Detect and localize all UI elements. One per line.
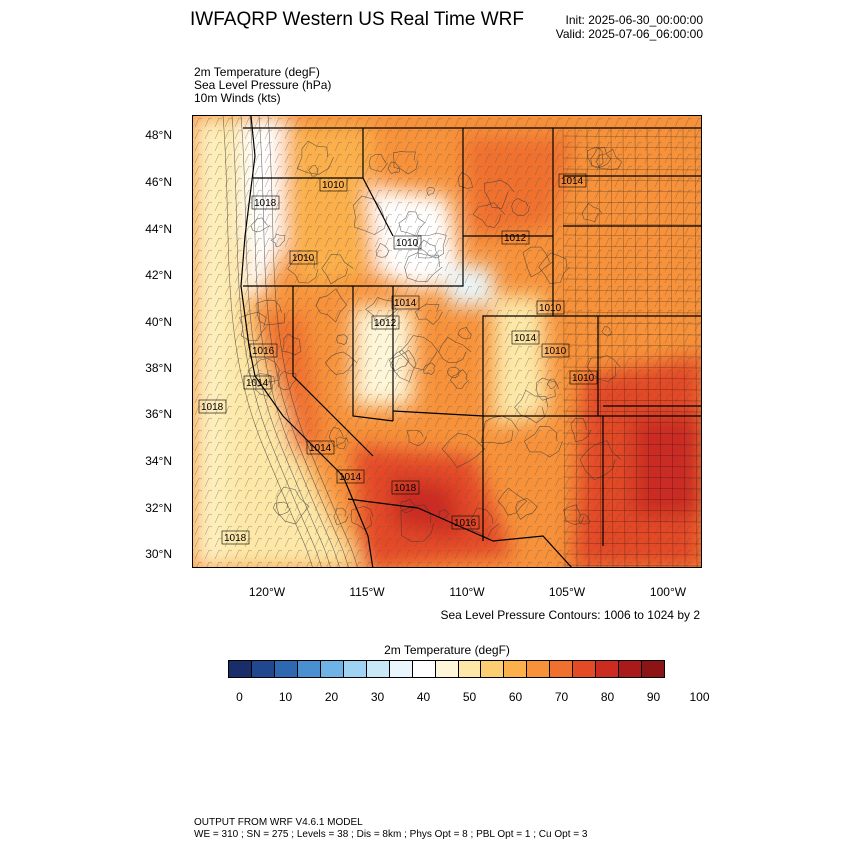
colorbar-cell <box>343 661 367 677</box>
lat-label-40: 40°N <box>145 315 172 329</box>
model-config: WE = 310 ; SN = 275 ; Levels = 38 ; Dis … <box>194 829 588 840</box>
lat-label-36: 36°N <box>145 407 172 421</box>
colorbar-cell <box>504 661 528 677</box>
svg-text:1014: 1014 <box>561 176 584 187</box>
svg-text:1012: 1012 <box>504 233 527 244</box>
colorbar-cell <box>596 661 620 677</box>
svg-text:1018: 1018 <box>224 533 247 544</box>
colorbar-tick-label: 20 <box>324 690 339 704</box>
svg-text:1010: 1010 <box>539 303 562 314</box>
svg-text:1018: 1018 <box>254 198 277 209</box>
lon-label-115: 115°W <box>349 585 385 599</box>
pressure-contour-label: 1014 <box>306 440 335 455</box>
field-label-pressure: Sea Level Pressure (hPa) <box>194 78 332 92</box>
lat-label-30: 30°N <box>145 547 172 561</box>
pressure-contour-label: 1010 <box>536 300 565 315</box>
svg-text:1010: 1010 <box>544 346 567 357</box>
colorbar-cell <box>229 661 252 677</box>
colorbar-cell <box>458 661 482 677</box>
svg-text:1014: 1014 <box>339 472 362 483</box>
lon-label-105: 105°W <box>548 585 586 599</box>
colorbar-cell <box>297 661 321 677</box>
colorbar-cell <box>481 661 505 677</box>
svg-text:1014: 1014 <box>309 443 332 454</box>
field-label-temperature: 2m Temperature (degF) <box>194 65 320 79</box>
pressure-contour-label: 1010 <box>569 370 598 385</box>
lat-label-32: 32°N <box>145 501 172 515</box>
svg-text:1014: 1014 <box>394 298 417 309</box>
pressure-contour-label: 1014 <box>511 330 540 345</box>
lon-label-100: 100°W <box>649 585 687 599</box>
valid-time: Valid: 2025-07-06_06:00:00 <box>555 27 703 41</box>
colorbar-tick-label: 60 <box>508 690 523 704</box>
colorbar-tick-label: 90 <box>646 690 661 704</box>
init-time: Init: 2025-06-30_00:00:00 <box>565 13 703 27</box>
colorbar-title: 2m Temperature (degF) <box>384 643 510 657</box>
svg-text:1012: 1012 <box>374 318 397 329</box>
svg-text:1010: 1010 <box>572 373 595 384</box>
lat-label-38: 38°N <box>145 361 172 375</box>
contour-note: Sea Level Pressure Contours: 1006 to 102… <box>440 608 701 622</box>
lon-label-120: 120°W <box>248 585 286 599</box>
model-info: OUTPUT FROM WRF V4.6.1 MODEL <box>194 817 363 828</box>
pressure-contour-label: 1018 <box>198 399 227 414</box>
lat-label-44: 44°N <box>145 222 172 236</box>
pressure-contour-label: 1014 <box>558 173 587 188</box>
colorbar-cell <box>366 661 390 677</box>
lat-label-46: 46°N <box>145 175 172 189</box>
svg-text:1014: 1014 <box>246 378 269 389</box>
svg-text:1016: 1016 <box>252 346 275 357</box>
pressure-contour-label: 1016 <box>451 515 480 530</box>
colorbar-cell <box>320 661 344 677</box>
colorbar-tick-label: 10 <box>278 690 293 704</box>
pressure-contour-label: 1018 <box>391 480 420 495</box>
colorbar-tick-label: 80 <box>600 690 615 704</box>
map-panel: 1010 1014 1018 1010 1012 1014 1016 1014 1014 1018… <box>192 115 702 568</box>
svg-text:1010: 1010 <box>292 253 315 264</box>
pressure-contour-label: 1010 <box>289 250 318 265</box>
colorbar <box>228 660 665 678</box>
pressure-contour-label: 1010 <box>541 343 570 358</box>
field-label-winds: 10m Winds (kts) <box>194 91 281 105</box>
colorbar-tick-label: 50 <box>462 690 477 704</box>
colorbar-tick-label: 0 <box>236 690 243 704</box>
colorbar-cell <box>642 661 665 677</box>
pressure-contour-label: 1012 <box>371 315 400 330</box>
lat-label-48: 48°N <box>145 128 172 142</box>
lat-label-42: 42°N <box>145 268 172 282</box>
svg-text:1010: 1010 <box>396 238 419 249</box>
svg-text:1018: 1018 <box>394 483 417 494</box>
lat-label-34: 34°N <box>145 454 172 468</box>
pressure-contour-label: 1014 <box>243 375 272 390</box>
colorbar-tick-label: 30 <box>370 690 385 704</box>
colorbar-cell <box>527 661 551 677</box>
pressure-contour-label: 1012 <box>501 230 530 245</box>
pressure-contour-label: 1010 <box>319 177 348 192</box>
pressure-contour-label: 1014 <box>336 469 365 484</box>
lon-label-110: 110°W <box>449 585 485 599</box>
colorbar-tick-label: 70 <box>554 690 569 704</box>
pressure-contour-label: 1018 <box>251 195 280 210</box>
pressure-contour-label: 1016 <box>249 343 278 358</box>
colorbar-cell <box>550 661 574 677</box>
svg-text:1014: 1014 <box>514 333 537 344</box>
svg-text:1010: 1010 <box>322 180 345 191</box>
plot-title: IWFAQRP Western US Real Time WRF <box>190 9 524 30</box>
colorbar-cell <box>435 661 459 677</box>
colorbar-tick-label: 100 <box>689 690 710 704</box>
colorbar-cell <box>274 661 298 677</box>
svg-text:1016: 1016 <box>454 518 477 529</box>
colorbar-cell <box>251 661 275 677</box>
colorbar-cell <box>619 661 643 677</box>
svg-text:1018: 1018 <box>201 402 224 413</box>
colorbar-cell <box>389 661 413 677</box>
colorbar-cell <box>573 661 597 677</box>
pressure-contour-label: 1018 <box>221 530 250 545</box>
temperature-map: 1010 1014 1018 1010 1012 1014 1016 1014 1014 1018… <box>193 116 701 567</box>
colorbar-tick-label: 40 <box>416 690 431 704</box>
colorbar-cell <box>412 661 436 677</box>
pressure-contour-label: 1010 <box>393 235 422 250</box>
pressure-contour-label: 1014 <box>391 295 420 310</box>
